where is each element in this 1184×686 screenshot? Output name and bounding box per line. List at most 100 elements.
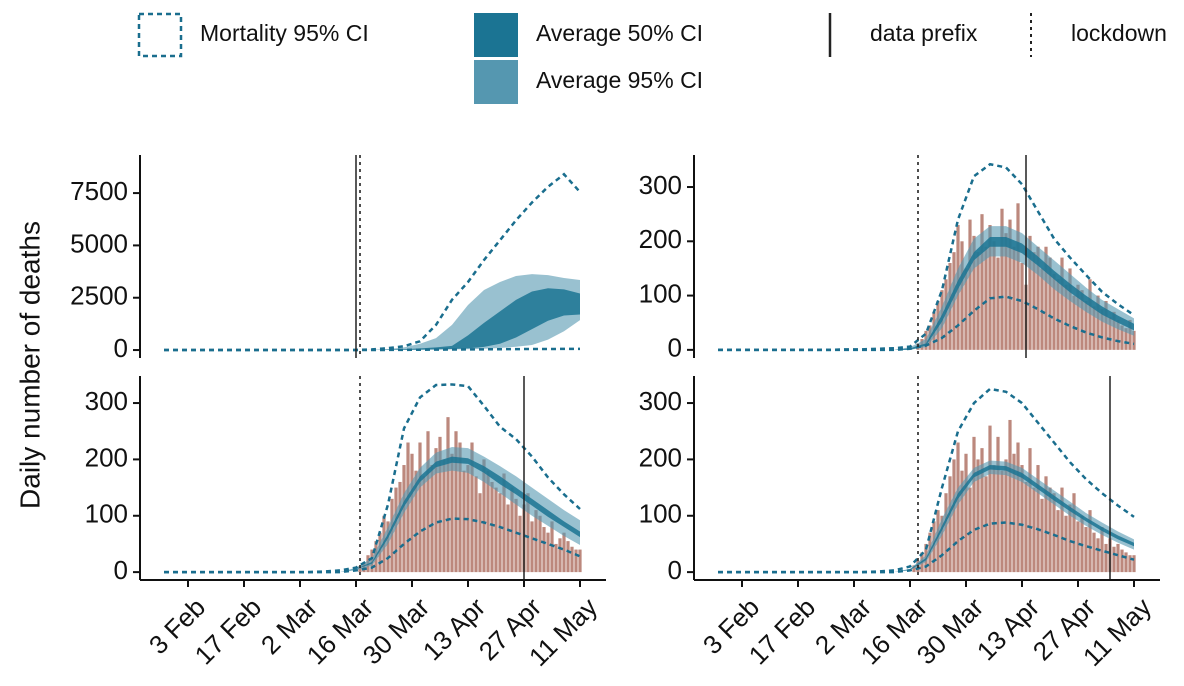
bar	[1020, 465, 1024, 573]
y-tick-label: 0	[668, 555, 682, 585]
mortality-ci-line	[718, 295, 1135, 352]
y-tick-label: 300	[85, 386, 128, 416]
bar	[960, 241, 964, 350]
mortality-ci-line	[718, 521, 1135, 574]
bar	[1096, 295, 1100, 350]
bar	[988, 425, 992, 573]
legend-label: data prefix	[870, 20, 978, 46]
bar	[1112, 546, 1116, 573]
bar	[1044, 246, 1048, 350]
bar	[458, 442, 462, 573]
bar	[984, 246, 988, 350]
bar	[1036, 246, 1040, 350]
y-axis-label: Daily number of deaths	[14, 221, 45, 509]
bar	[1064, 515, 1068, 573]
bar	[948, 476, 952, 573]
bar	[1036, 465, 1040, 573]
bar	[1044, 476, 1048, 573]
y-tick-label: 0	[114, 333, 128, 363]
bar	[1012, 453, 1016, 573]
x-tick-label: 13 Apr	[417, 592, 492, 667]
bar	[980, 448, 984, 573]
bar	[968, 487, 972, 573]
bar	[1128, 320, 1132, 350]
bar	[446, 417, 450, 573]
bar	[1124, 552, 1128, 573]
bar	[506, 504, 510, 573]
y-tick-label: 100	[639, 278, 682, 308]
bar	[976, 459, 980, 573]
bar	[1028, 448, 1032, 573]
bar	[1016, 203, 1020, 350]
bar	[996, 257, 1000, 350]
bar	[1076, 284, 1080, 350]
bar	[1004, 233, 1008, 350]
bar	[1020, 263, 1024, 350]
mortality-ci-line	[164, 347, 580, 352]
bar	[562, 532, 566, 573]
y-tick-label: 300	[639, 170, 682, 200]
mortality-ci-line	[164, 383, 581, 574]
legend-key	[137, 12, 183, 58]
y-tick-label: 200	[85, 442, 128, 472]
bar	[992, 241, 996, 350]
bar	[996, 436, 1000, 573]
bar	[992, 465, 996, 573]
bar	[980, 214, 984, 350]
bar	[398, 481, 402, 573]
bar	[450, 453, 454, 573]
bar	[538, 515, 542, 573]
bar	[1012, 246, 1016, 350]
ci50-band	[164, 288, 580, 351]
bar	[570, 546, 574, 573]
bar	[542, 527, 546, 573]
bar	[912, 565, 916, 573]
bar	[566, 541, 570, 573]
y-tick-label: 300	[639, 386, 682, 416]
bar	[1128, 555, 1132, 573]
bar	[1016, 442, 1020, 573]
bar	[1132, 555, 1136, 573]
bar	[442, 459, 446, 573]
bar	[940, 515, 944, 573]
bar	[426, 431, 430, 573]
y-tick-label: 2500	[70, 281, 128, 311]
bar	[1032, 252, 1036, 350]
bar	[478, 493, 482, 573]
bar	[498, 493, 502, 573]
bar	[526, 493, 530, 573]
bar	[454, 431, 458, 573]
bar	[414, 470, 418, 573]
y-tick-label: 200	[639, 442, 682, 472]
bar	[1120, 549, 1124, 573]
legend-key	[474, 13, 518, 57]
bar	[574, 549, 578, 573]
bar	[462, 470, 466, 573]
bar	[1088, 510, 1092, 573]
bar	[1100, 309, 1104, 350]
y-tick-label: 200	[639, 224, 682, 254]
bar	[1092, 532, 1096, 573]
bar	[434, 448, 438, 573]
bar	[944, 493, 948, 573]
bar	[1132, 330, 1136, 350]
bar	[1108, 317, 1112, 350]
bar	[1060, 257, 1064, 350]
bar	[1116, 543, 1120, 573]
bar	[470, 442, 474, 573]
bar	[1028, 235, 1032, 350]
bar	[422, 476, 426, 573]
mortality-ci-line	[164, 517, 581, 574]
y-tick-label: 0	[114, 555, 128, 585]
bar	[968, 219, 972, 350]
bar	[394, 487, 398, 573]
bar	[952, 459, 956, 573]
legend-key	[474, 60, 518, 104]
bar	[1068, 504, 1072, 573]
bar	[510, 487, 514, 573]
bar	[1052, 493, 1056, 573]
bar	[1060, 487, 1064, 573]
bar	[956, 442, 960, 573]
bar	[1032, 487, 1036, 573]
